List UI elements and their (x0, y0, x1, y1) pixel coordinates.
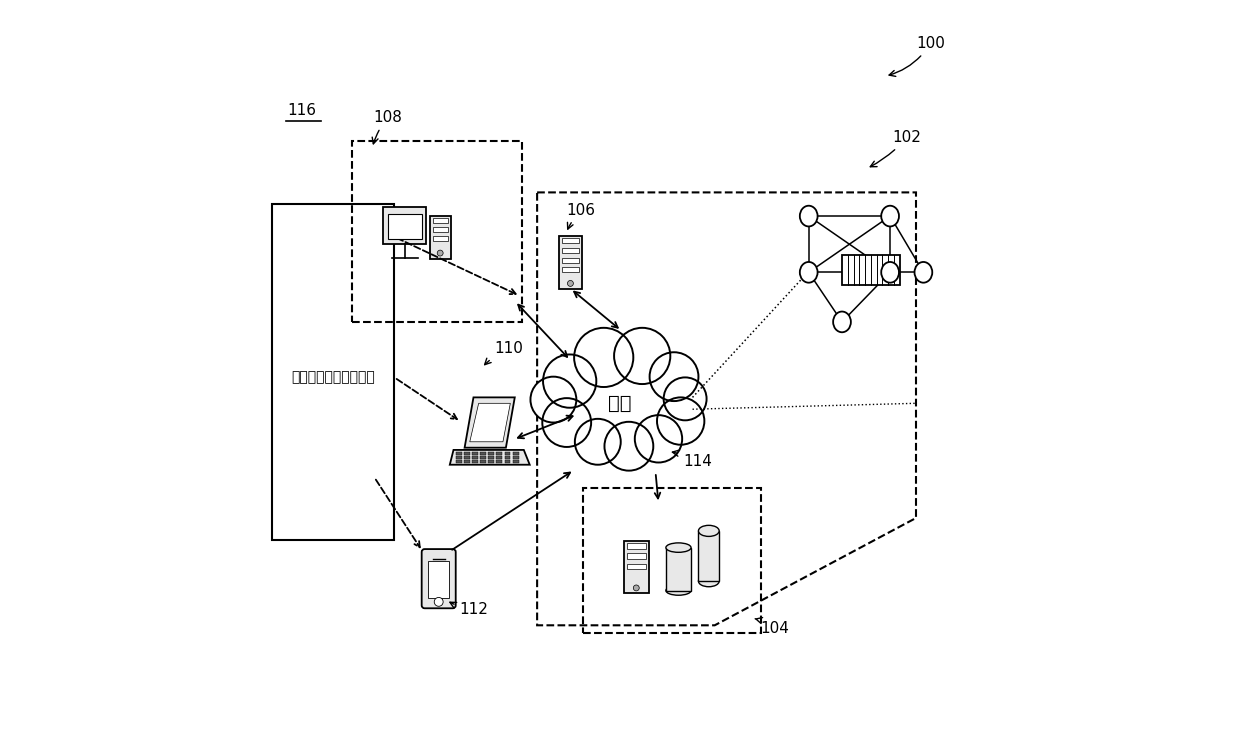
Polygon shape (450, 450, 529, 465)
Bar (456, 452, 461, 455)
Ellipse shape (666, 543, 691, 552)
Bar (456, 456, 461, 459)
Text: 网络: 网络 (609, 394, 631, 413)
Text: 100: 100 (889, 36, 945, 76)
Bar (480, 460, 486, 462)
Bar (472, 456, 477, 459)
Ellipse shape (800, 262, 817, 283)
Bar (562, 267, 579, 272)
Ellipse shape (882, 206, 899, 226)
Bar (472, 460, 477, 462)
Bar (562, 258, 579, 263)
Bar (430, 216, 450, 259)
Bar (496, 456, 502, 459)
Text: 区块链可视化用户界面: 区块链可视化用户界面 (291, 371, 376, 384)
Bar (496, 452, 502, 455)
Bar (388, 214, 422, 239)
Circle shape (635, 415, 682, 462)
Bar (842, 255, 900, 285)
Ellipse shape (915, 262, 932, 283)
Bar (626, 543, 646, 549)
Bar (273, 204, 394, 540)
Bar (626, 564, 646, 570)
FancyBboxPatch shape (422, 549, 456, 608)
Circle shape (604, 422, 653, 471)
Circle shape (438, 250, 443, 256)
Bar (505, 456, 511, 459)
Bar (666, 548, 691, 591)
Text: 112: 112 (450, 602, 489, 617)
Polygon shape (470, 403, 511, 442)
Bar (505, 460, 511, 462)
Circle shape (574, 328, 634, 387)
Ellipse shape (698, 525, 719, 536)
Bar (428, 561, 449, 599)
Bar (583, 488, 760, 633)
Text: 106: 106 (567, 203, 595, 229)
Bar (480, 456, 486, 459)
Bar (472, 452, 477, 455)
Bar (352, 141, 522, 322)
Bar (464, 452, 470, 455)
Bar (433, 227, 448, 232)
Circle shape (657, 397, 704, 445)
Bar (512, 452, 518, 455)
Bar (489, 456, 495, 459)
Bar (512, 456, 518, 459)
Ellipse shape (698, 576, 719, 587)
Ellipse shape (666, 586, 691, 595)
Circle shape (568, 280, 573, 286)
Bar (489, 452, 495, 455)
Polygon shape (465, 397, 515, 448)
Circle shape (650, 352, 698, 401)
Circle shape (434, 597, 443, 606)
Circle shape (663, 377, 707, 420)
Ellipse shape (800, 206, 817, 226)
Ellipse shape (546, 352, 694, 455)
Circle shape (614, 328, 671, 384)
Bar (464, 456, 470, 459)
Bar (562, 248, 579, 253)
Bar (558, 236, 583, 289)
Circle shape (634, 585, 640, 591)
Bar (512, 460, 518, 462)
Text: 104: 104 (755, 618, 790, 636)
Bar (489, 460, 495, 462)
Circle shape (531, 377, 577, 423)
Bar (383, 207, 427, 244)
Circle shape (575, 419, 621, 465)
Text: 110: 110 (485, 341, 523, 365)
Bar (698, 531, 719, 581)
Ellipse shape (882, 262, 899, 283)
Ellipse shape (833, 312, 851, 332)
Text: 114: 114 (672, 450, 712, 469)
Bar (505, 452, 511, 455)
Bar (433, 218, 448, 223)
Circle shape (543, 354, 596, 408)
Text: 102: 102 (870, 130, 921, 166)
Bar (562, 238, 579, 243)
Bar (480, 452, 486, 455)
Bar (464, 460, 470, 462)
Text: 108: 108 (372, 110, 402, 144)
Bar (496, 460, 502, 462)
Bar (433, 236, 448, 241)
Bar (456, 460, 461, 462)
Bar (624, 542, 649, 593)
Bar (626, 554, 646, 559)
Text: 116: 116 (288, 104, 316, 118)
Circle shape (542, 398, 591, 447)
